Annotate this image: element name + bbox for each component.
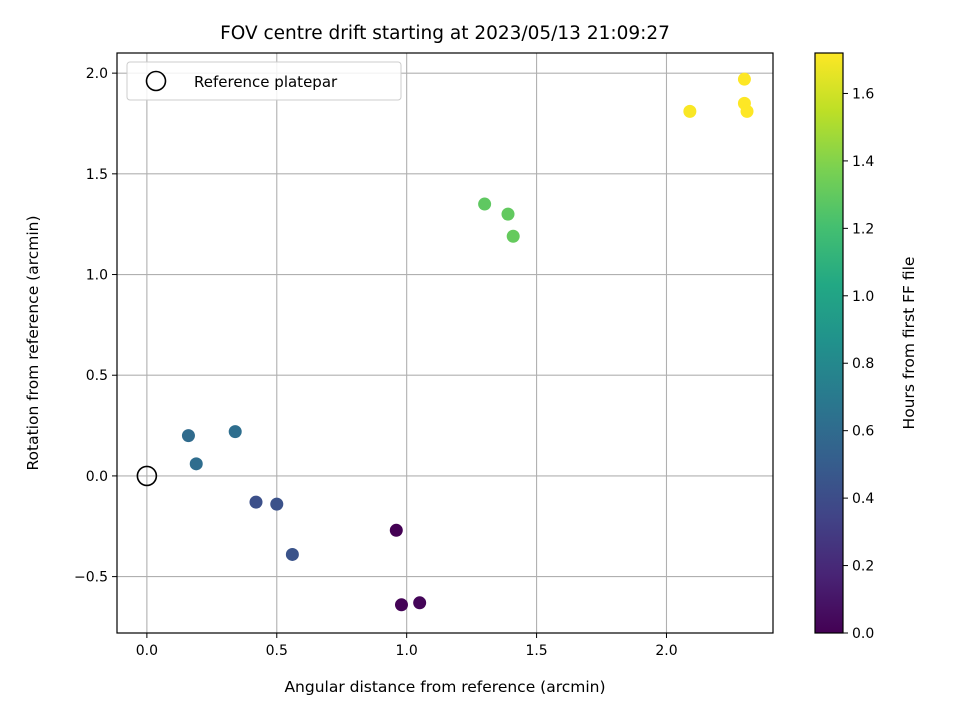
x-tick-label: 1.0: [396, 643, 418, 659]
x-tick-label: 0.0: [136, 643, 158, 659]
colorbar-frame: [814, 52, 844, 634]
x-tick-label: 1.5: [525, 643, 547, 659]
colorbar-tick-label: 1.6: [852, 86, 874, 102]
colorbar-tick-label: 1.4: [852, 154, 874, 170]
y-axis-label: Rotation from reference (arcmin): [24, 215, 42, 470]
y-tick-label: 0.5: [86, 368, 108, 384]
colorbar-tick-label: 0.4: [852, 491, 874, 507]
legend-entry-reference-platepar: Reference platepar: [194, 73, 338, 91]
y-tick-label: 0.0: [86, 469, 108, 485]
reference-platepar-marker: [136, 465, 158, 487]
colorbar-label: Hours from first FF file: [900, 257, 918, 430]
x-axis-label: Angular distance from reference (arcmin): [284, 678, 605, 696]
colorbar-tick-label: 1.0: [852, 289, 874, 305]
scatter-point: [478, 197, 492, 211]
colorbar-tick-label: 0.2: [852, 559, 874, 575]
y-tick-label: 1.0: [86, 268, 108, 284]
scatter-point: [285, 547, 299, 561]
scatter-point: [270, 497, 284, 511]
scatter-points: [181, 72, 754, 612]
scatter-point: [394, 598, 408, 612]
scatter-point: [683, 104, 697, 118]
legend-box: [126, 61, 402, 101]
scatter-point: [189, 457, 203, 471]
y-axis-ticks: −0.5 0.0 0.5 1.0 1.5 2.0: [74, 66, 117, 586]
grid: [117, 53, 773, 633]
colorbar-tick-label: 0.6: [852, 424, 874, 440]
x-tick-label: 2.0: [655, 643, 677, 659]
scatter-point: [228, 425, 242, 439]
scatter-point: [740, 104, 754, 118]
scatter-point: [181, 429, 195, 443]
scatter-point: [506, 229, 520, 243]
scatter-point: [737, 72, 751, 86]
y-tick-label: 1.5: [86, 167, 108, 183]
scatter-point: [389, 523, 403, 537]
colorbar-ticks: 0.0 0.2 0.4 0.6 0.8 1.0 1.2 1.4 1.6: [843, 86, 874, 642]
x-tick-label: 0.5: [266, 643, 288, 659]
chart-title: FOV centre drift starting at 2023/05/13 …: [220, 23, 670, 44]
colorbar: 0.0 0.2 0.4 0.6 0.8 1.0 1.2 1.4 1.6 Hours from f…: [814, 52, 918, 642]
y-tick-label: 2.0: [86, 66, 108, 82]
x-axis-ticks: 0.0 0.5 1.0 1.5 2.0: [136, 633, 678, 659]
legend: Reference platepar: [126, 61, 402, 101]
plot-frame: [116, 52, 774, 634]
scatter-point: [249, 495, 263, 509]
y-tick-label: −0.5: [74, 570, 108, 586]
scatter-point: [413, 596, 427, 610]
legend-hollow-circle-icon: [145, 70, 167, 92]
colorbar-tick-label: 0.8: [852, 356, 874, 372]
colorbar-gradient: [815, 53, 843, 633]
scatter-point: [501, 207, 515, 221]
colorbar-tick-label: 1.2: [852, 221, 874, 237]
colorbar-tick-label: 0.0: [852, 626, 874, 642]
